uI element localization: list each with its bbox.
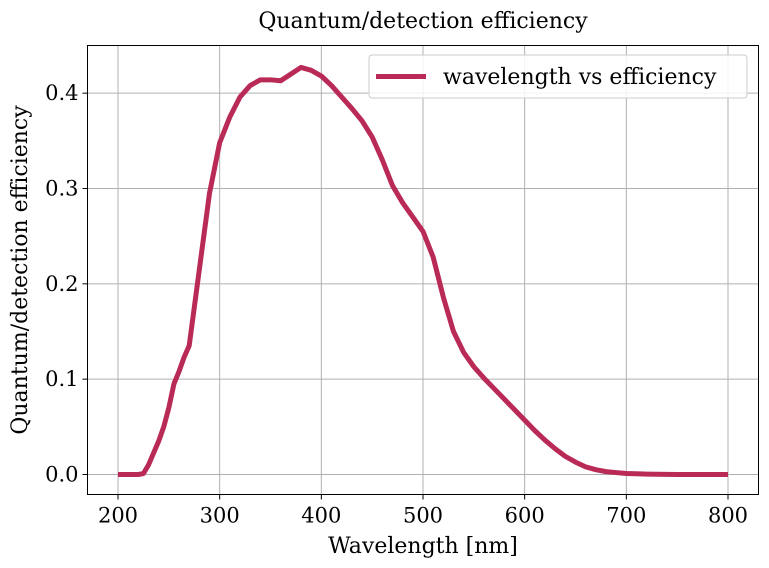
x-axis-label: Wavelength [nm]: [328, 534, 518, 559]
legend-label: wavelength vs efficiency: [443, 65, 717, 90]
y-tick-label: 0.1: [45, 367, 78, 391]
y-tick-label: 0.2: [45, 272, 78, 296]
chart-title: Quantum/detection efficiency: [258, 9, 588, 34]
grid-lines: [87, 45, 759, 495]
series-layer: [118, 64, 728, 477]
x-tick-label: 300: [200, 504, 240, 528]
y-tick-label: 0.4: [45, 81, 78, 105]
y-axis: 0.0 0.1 0.2 0.3 0.4: [45, 81, 88, 486]
y-tick-label: 0.3: [45, 176, 78, 200]
x-axis: 200 300 400 500 600 700 800: [98, 494, 748, 528]
legend: wavelength vs efficiency: [368, 54, 748, 99]
x-tick-label: 800: [708, 504, 748, 528]
y-tick-label: 0.0: [45, 462, 78, 486]
x-tick-label: 400: [301, 504, 341, 528]
x-tick-label: 700: [606, 504, 646, 528]
x-tick-label: 500: [403, 504, 443, 528]
x-tick-label: 600: [505, 504, 545, 528]
legend-box: [368, 54, 748, 99]
x-tick-label: 200: [98, 504, 138, 528]
series-line: [118, 64, 728, 477]
y-axis-label: Quantum/detection efficiency: [8, 105, 33, 435]
